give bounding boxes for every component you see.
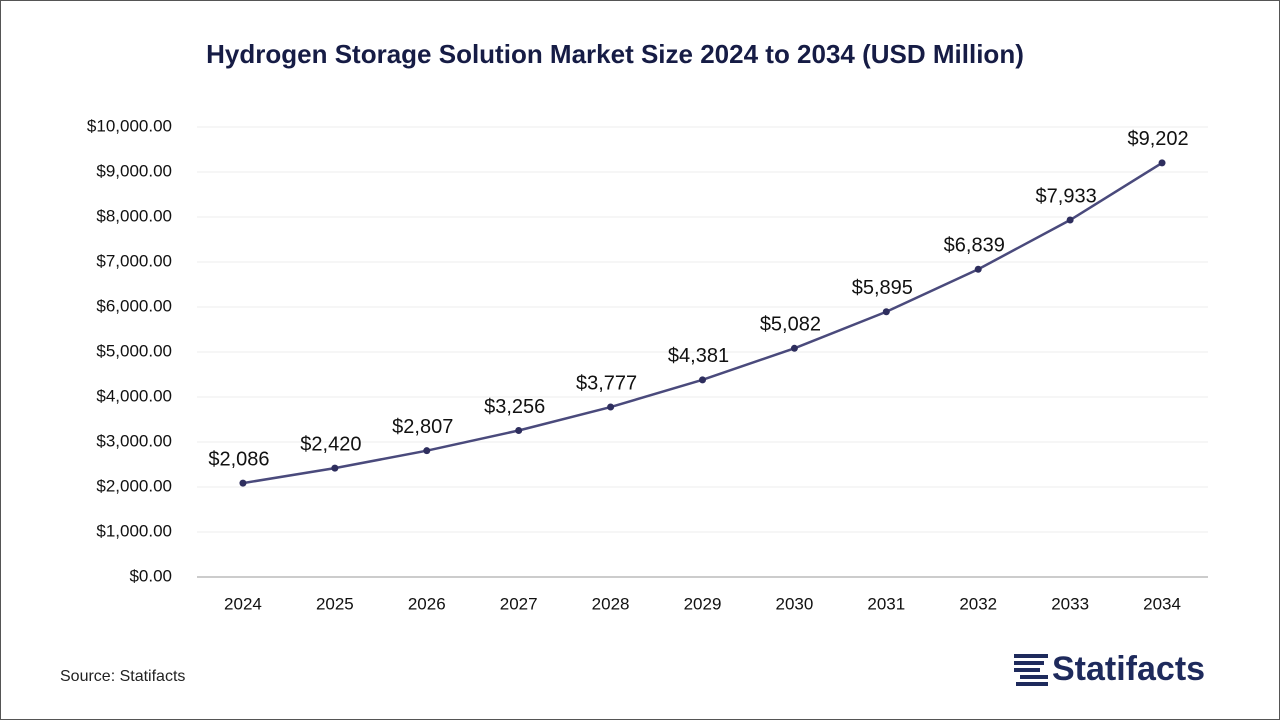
point [423, 447, 431, 455]
y-tick-label: $1,000.00 [96, 521, 172, 540]
data-label: $5,895 [852, 277, 913, 299]
point [882, 308, 890, 316]
data-label: $5,082 [760, 314, 821, 336]
data-label: $2,086 [208, 448, 269, 470]
y-tick-label: $5,000.00 [96, 341, 172, 360]
data-label: $4,381 [668, 345, 729, 367]
point [1158, 159, 1166, 167]
data-label: $6,839 [944, 235, 1005, 257]
x-tick-label: 2031 [867, 594, 905, 613]
y-tick-label: $9,000.00 [96, 161, 172, 180]
point [790, 344, 798, 352]
x-tick-label: 2033 [1051, 594, 1089, 613]
y-tick-label: $4,000.00 [96, 386, 172, 405]
brand: Statifacts [1052, 650, 1205, 688]
logo-icon [1014, 654, 1048, 686]
data-label: $3,256 [484, 396, 545, 418]
data-label: $9,202 [1127, 128, 1188, 150]
data-label: $2,420 [300, 433, 361, 455]
point [239, 479, 247, 487]
point [331, 464, 339, 472]
x-tick-label: 2027 [500, 594, 538, 613]
y-tick-label: $2,000.00 [96, 476, 172, 495]
point [607, 403, 615, 411]
chart-title: Hydrogen Storage Solution Market Size 20… [206, 39, 1024, 69]
point [699, 376, 706, 384]
y-tick-label: $3,000.00 [96, 431, 172, 450]
x-tick-label: 2028 [592, 594, 630, 613]
x-tick-label: 2025 [316, 594, 354, 613]
point [1066, 216, 1074, 224]
x-tick-label: 2032 [959, 594, 997, 613]
y-tick-label: $7,000.00 [96, 251, 172, 270]
source: Source: Statifacts [60, 668, 185, 685]
data-label: $2,807 [392, 416, 453, 438]
x-tick-label: 2029 [684, 594, 722, 613]
x-tick-label: 2034 [1143, 594, 1181, 613]
y-tick-label: $10,000.00 [87, 116, 172, 135]
x-tick-label: 2030 [775, 594, 813, 613]
y-tick-label: $6,000.00 [96, 296, 172, 315]
y-tick-label: $0.00 [129, 566, 172, 585]
y-tick-label: $8,000.00 [96, 206, 172, 225]
point [515, 426, 523, 434]
x-tick-label: 2024 [224, 594, 262, 613]
data-label: $7,933 [1036, 185, 1097, 207]
data-label: $3,777 [576, 372, 637, 394]
x-tick-label: 2026 [408, 594, 446, 613]
point [974, 265, 982, 273]
